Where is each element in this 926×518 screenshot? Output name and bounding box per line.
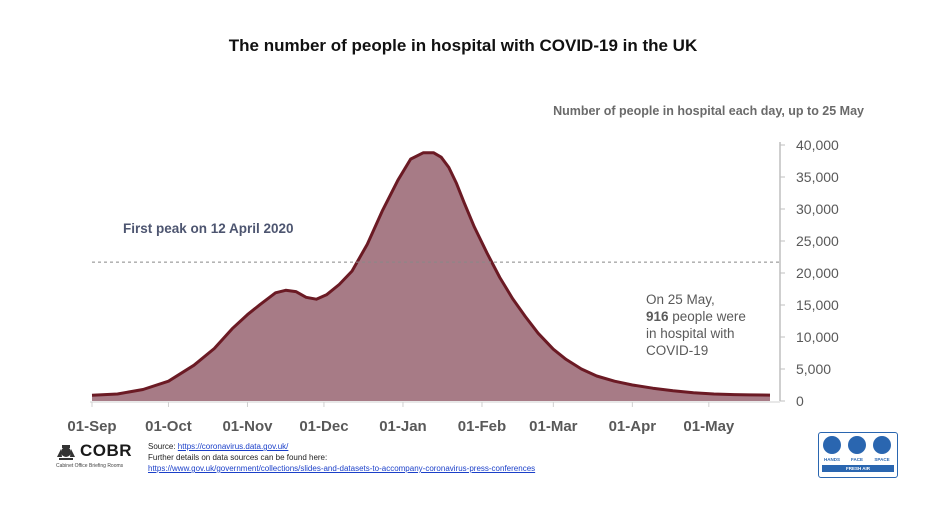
space-icon [873, 436, 891, 454]
hands-label: HANDS [823, 457, 840, 462]
cobr-subtitle: Cabinet Office Briefing Rooms [56, 463, 124, 469]
x-tick-label: 01-Mar [529, 418, 578, 435]
face-label: FACE [850, 457, 863, 462]
series-area [92, 152, 770, 401]
note-line-4: COVID-19 [646, 343, 709, 358]
x-tick-label: 01-Sep [67, 418, 116, 435]
x-tick-label: 01-Oct [145, 418, 192, 435]
y-tick-label: 35,000 [796, 169, 839, 185]
y-tick-label: 25,000 [796, 233, 839, 249]
hands-icon [823, 436, 841, 454]
further-details-link[interactable]: https://www.gov.uk/government/collection… [148, 464, 536, 473]
chart-title: The number of people in hospital with CO… [228, 36, 698, 55]
royal-crest-icon [57, 445, 75, 460]
y-tick-label: 5,000 [796, 361, 831, 377]
note-value: 916 [646, 309, 669, 324]
y-tick-label: 40,000 [796, 137, 839, 153]
y-tick-label: 0 [796, 393, 804, 409]
note-line-1: On 25 May, [646, 292, 715, 307]
latest-value-note: On 25 May, 916 people were in hospital w… [646, 291, 746, 359]
face-icon [848, 436, 866, 454]
y-tick-label: 20,000 [796, 265, 839, 281]
x-tick-label: 01-May [683, 418, 735, 435]
note-line-3: in hospital with [646, 326, 735, 341]
note-line-2-rest: people were [668, 309, 746, 324]
further-details-text: Further details on data sources can be f… [148, 453, 328, 462]
x-tick-label: 01-Nov [222, 418, 273, 435]
source-prefix: Source: [148, 442, 178, 451]
x-tick-label: 01-Dec [299, 418, 348, 435]
first-peak-label: First peak on 12 April 2020 [123, 221, 294, 236]
y-tick-label: 10,000 [796, 329, 839, 345]
x-tick-label: 01-Feb [458, 418, 506, 435]
source-link[interactable]: https://coronavirus.data.gov.uk/ [177, 442, 289, 451]
chart-subtitle: Number of people in hospital each day, u… [553, 104, 864, 118]
y-tick-label: 30,000 [796, 201, 839, 217]
series-line [91, 151, 771, 397]
source-notes: Source: https://coronavirus.data.gov.uk/… [148, 441, 535, 474]
hands-face-space-badge: HANDS FACE SPACE FRESH AIR [818, 432, 898, 478]
y-tick-label: 15,000 [796, 297, 839, 313]
x-tick-label: 01-Apr [609, 418, 657, 435]
x-tick-label: 01-Jan [379, 418, 427, 435]
note-line-2: 916 people were [646, 308, 746, 325]
fresh-air-label: FRESH AIR [822, 465, 894, 472]
cobr-wordmark: COBR [80, 441, 133, 460]
space-label: SPACE [874, 457, 890, 462]
